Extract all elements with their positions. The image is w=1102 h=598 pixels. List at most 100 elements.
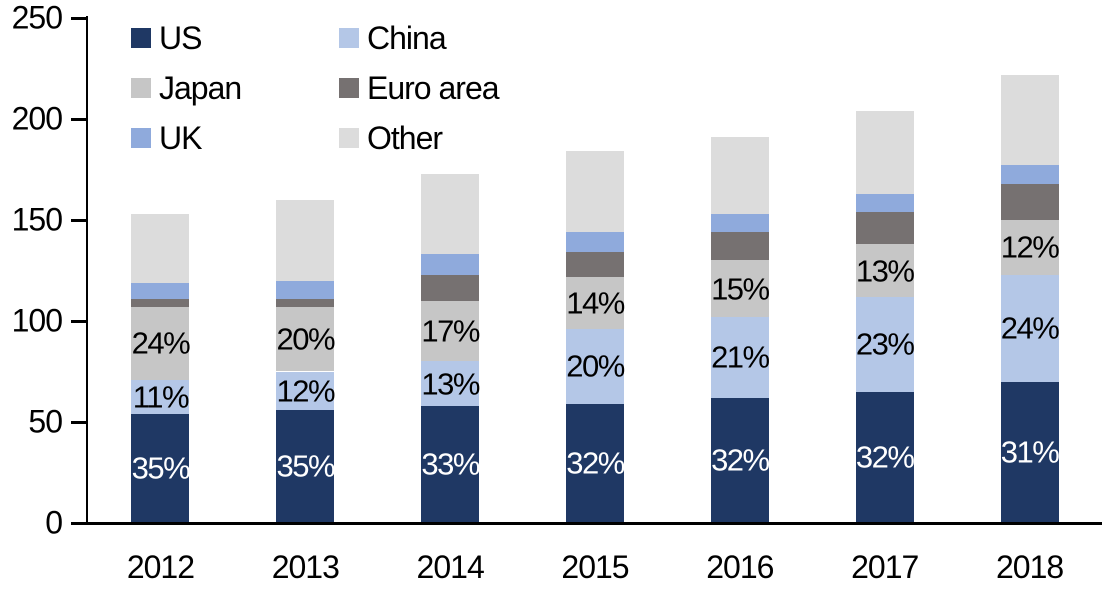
legend-swatch-other <box>339 128 359 148</box>
bar-segment-other <box>710 137 769 214</box>
y-axis-tick <box>71 420 86 424</box>
bar-segment-japan <box>1000 220 1059 275</box>
y-tick-label: 150 <box>11 201 63 238</box>
bar-segment-uk <box>421 254 480 275</box>
legend-item-china: China <box>339 22 499 54</box>
y-axis-tick <box>71 521 86 525</box>
segment-label-china: 21% <box>711 339 770 375</box>
legend-swatch-japan <box>131 78 151 98</box>
segment-label-japan: 20% <box>276 321 336 357</box>
bar-segment-uk <box>1000 165 1059 184</box>
bar-segment-us <box>566 403 624 523</box>
bar-segment-china <box>710 316 769 398</box>
x-axis-line <box>86 521 1102 525</box>
x-tick-label-2016: 2016 <box>706 549 774 585</box>
bar-segment-euro-area <box>276 298 335 307</box>
bar-segment-euro-area <box>131 298 190 307</box>
bar-segment-euro-area <box>1000 183 1059 220</box>
legend-label-other: Other <box>367 120 443 156</box>
x-tick-label-2015: 2015 <box>561 549 629 585</box>
bar-segment-us <box>710 397 769 523</box>
legend-item-japan: Japan <box>131 72 339 104</box>
bar-segment-china <box>1000 274 1059 382</box>
segment-label-us: 32% <box>855 439 915 475</box>
segment-label-us: 31% <box>1000 434 1060 470</box>
legend-label-euro-area: Euro area <box>367 70 500 106</box>
y-tick-label: 50 <box>28 403 63 440</box>
legend-item-euro-area: Euro area <box>339 70 500 106</box>
legend-item-other: Other <box>339 122 499 154</box>
bar-segment-us <box>131 413 190 523</box>
bar-segment-other <box>276 199 335 281</box>
bar-segment-japan <box>276 306 335 372</box>
legend-swatch-uk <box>131 128 151 148</box>
legend-swatch-euro-area <box>339 78 359 98</box>
segment-label-us: 32% <box>711 442 770 478</box>
segment-label-china: 24% <box>1000 310 1060 346</box>
bar-segment-us <box>276 409 335 523</box>
segment-label-us: 35% <box>276 448 336 484</box>
bar-segment-uk <box>566 232 624 253</box>
bar-segment-japan <box>131 306 190 380</box>
legend-label-us: US <box>159 20 202 56</box>
x-tick-label-2017: 2017 <box>851 549 919 585</box>
bar-segment-japan <box>566 276 624 330</box>
bar-segment-japan <box>855 244 914 297</box>
bar-segment-us <box>421 405 480 523</box>
segment-label-china: 13% <box>421 366 480 402</box>
bar-segment-other <box>421 173 480 255</box>
segment-label-us: 32% <box>566 445 625 481</box>
x-tick-label-2012: 2012 <box>126 549 195 585</box>
y-tick-label: 0 <box>45 504 63 541</box>
y-tick-label: 100 <box>11 302 63 339</box>
bar-segment-japan <box>710 260 769 317</box>
segment-label-china: 12% <box>276 373 336 409</box>
segment-label-japan: 13% <box>855 253 915 288</box>
x-tick-label-2013: 2013 <box>271 549 340 585</box>
y-axis-line <box>86 16 88 525</box>
bar-segment-japan <box>421 300 480 362</box>
bar-segment-uk <box>710 213 769 233</box>
segment-label-china: 11% <box>132 379 190 415</box>
y-tick-label: 200 <box>11 100 63 137</box>
segment-label-us: 33% <box>421 446 480 482</box>
y-tick-label: 250 <box>11 0 63 36</box>
segment-label-japan: 17% <box>421 313 480 349</box>
bar-segment-other <box>131 213 190 283</box>
bar-segment-euro-area <box>855 211 914 245</box>
bar-segment-us <box>1000 381 1059 523</box>
y-axis-tick <box>71 319 86 323</box>
bar-segment-euro-area <box>710 232 769 261</box>
bar-segment-china <box>276 371 335 410</box>
segment-label-us: 35% <box>131 450 191 486</box>
legend-label-uk: UK <box>159 120 202 156</box>
legend-label-japan: Japan <box>159 70 242 106</box>
bar-segment-china <box>131 379 190 414</box>
y-axis-tick <box>71 117 86 121</box>
segment-label-japan: 24% <box>131 325 191 361</box>
segment-label-china: 23% <box>855 326 915 362</box>
bar-segment-euro-area <box>566 252 624 277</box>
legend-swatch-china <box>339 28 359 48</box>
x-tick-label-2014: 2014 <box>416 549 485 585</box>
bar-segment-china <box>855 296 914 392</box>
x-tick-label-2018: 2018 <box>995 549 1064 585</box>
segment-label-japan: 15% <box>711 271 770 307</box>
bar-segment-china <box>566 329 624 404</box>
segment-label-japan: 14% <box>566 285 625 321</box>
legend-item-uk: UK <box>131 122 339 154</box>
bar-segment-other <box>566 151 624 233</box>
y-axis-tick <box>71 16 86 20</box>
legend-item-us: US <box>131 22 339 54</box>
segment-label-china: 20% <box>566 348 625 384</box>
y-axis-tick <box>71 218 86 222</box>
chart-legend: US China Japan Euro area UK Other <box>131 13 500 163</box>
bar-segment-uk <box>131 282 190 299</box>
segment-label-japan: 12% <box>1000 229 1060 265</box>
bar-segment-china <box>421 361 480 406</box>
bar-segment-euro-area <box>421 274 480 301</box>
bar-segment-uk <box>855 193 914 212</box>
bar-segment-other <box>1000 74 1059 166</box>
legend-label-china: China <box>367 20 447 56</box>
